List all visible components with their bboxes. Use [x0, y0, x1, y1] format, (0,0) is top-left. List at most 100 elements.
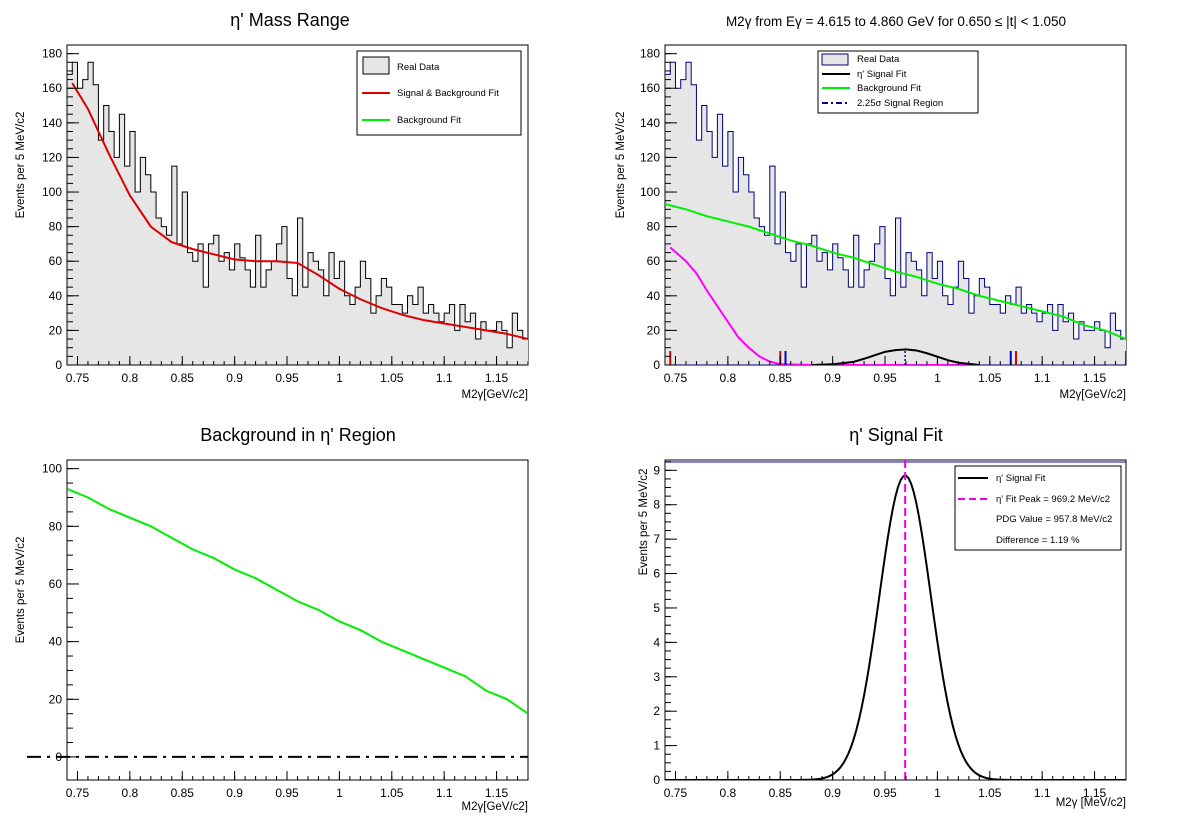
x-tick-label: 0.95 [275, 371, 299, 385]
legend-label-peak: η' Fit Peak = 969.2 MeV/c2 [996, 494, 1110, 505]
x-tick-label: 1.05 [978, 786, 1002, 800]
axes: 0.750.80.850.90.9511.051.11.150204060801… [42, 462, 529, 800]
y-axis-label: Events per 5 MeV/c2 [638, 469, 650, 576]
plot-frame [66, 459, 529, 781]
x-tick-label: 0.8 [720, 371, 737, 385]
panel-background-region: Background in η' Region 0.75 0.8 0.85 0.9 0.… [15, 425, 529, 813]
legend-label-signal: η' Signal Fit [996, 473, 1046, 484]
sideband-line [669, 246, 980, 365]
y-tick-label: 160 [42, 81, 62, 95]
panel-2-title: M2γ from Eγ = 4.615 to 4.860 GeV for 0.6… [726, 14, 1066, 29]
y-tick-label: 60 [49, 254, 63, 268]
y-tick-label: 2 [653, 704, 660, 718]
y-axis-label: Events per 5 MeV/c2 [15, 537, 27, 644]
x-axis-label: M2γ[GeV/c2] [462, 801, 528, 813]
panel-signal-region: M2γ from Eγ = 4.615 to 4.860 GeV for 0.6… [615, 14, 1127, 401]
x-tick-label: 0.95 [873, 786, 897, 800]
legend-label-region: 2.25σ Signal Region [857, 98, 943, 109]
signal-fit-line [811, 348, 980, 365]
legend-swatch-data [821, 53, 849, 66]
legend-label-data: Real Data [397, 62, 440, 73]
legend: η' Signal Fit η' Fit Peak = 969.2 MeV/c2… [954, 465, 1122, 551]
x-tick-label: 0.75 [664, 786, 688, 800]
y-tick-label: 140 [42, 116, 62, 130]
y-axis-label: Events per 5 MeV/c2 [615, 112, 627, 219]
y-tick-label: 80 [49, 220, 63, 234]
y-tick-label: 20 [49, 692, 63, 706]
panel-mass-range: η' Mass Range 0.75 0.8 0.85 0.9 0.95 1 1.05 1.1… [15, 10, 529, 401]
x-tick-label: 1 [934, 371, 941, 385]
x-tick-label: 1 [934, 786, 941, 800]
x-tick-label: 1.1 [1034, 371, 1051, 385]
y-tick-label: 40 [49, 635, 63, 649]
plot-area [67, 487, 528, 715]
y-tick-label: 120 [42, 150, 62, 164]
y-tick-label: 180 [42, 47, 62, 61]
x-tick-label: 0.75 [664, 371, 688, 385]
background-fit-line [67, 487, 528, 715]
legend-label-signal: η' Signal Fit [857, 69, 907, 80]
legend: Real Data η' Signal Fit Background Fit 2… [817, 50, 979, 114]
y-tick-label: 1 [653, 739, 660, 753]
panel-signal-fit: η' Signal Fit 0.75 0.8 0.85 0.9 0.95 1 1.05 1.1… [638, 425, 1127, 809]
x-tick-label: 1 [336, 371, 343, 385]
y-tick-label: 140 [640, 116, 660, 130]
x-tick-label: 0.95 [275, 786, 299, 800]
x-tick-label: 0.8 [122, 786, 139, 800]
y-tick-label: 3 [653, 670, 660, 684]
x-tick-label: 1.15 [485, 786, 509, 800]
y-tick-label: 80 [49, 519, 63, 533]
y-tick-label: 20 [49, 323, 63, 337]
y-tick-label: 7 [653, 532, 660, 546]
panel-4-title: η' Signal Fit [849, 425, 942, 445]
y-tick-label: 0 [653, 358, 660, 372]
y-axis-label: Events per 5 MeV/c2 [15, 112, 27, 219]
x-tick-label: 0.75 [66, 371, 90, 385]
legend-label-difference: Difference = 1.19 % [996, 535, 1080, 546]
y-tick-label: 100 [42, 462, 62, 476]
x-tick-label: 0.95 [873, 371, 897, 385]
y-tick-label: 5 [653, 601, 660, 615]
legend-label-background: Background Fit [397, 115, 461, 126]
y-tick-label: 20 [647, 323, 661, 337]
total-fit-line [71, 82, 528, 341]
x-tick-label: 0.9 [824, 371, 841, 385]
x-tick-label: 1.05 [380, 371, 404, 385]
data-histogram [67, 61, 528, 365]
panel-1-title: η' Mass Range [230, 10, 350, 30]
x-tick-label: 0.85 [171, 371, 195, 385]
x-tick-label: 1.1 [436, 371, 453, 385]
y-tick-label: 0 [653, 773, 660, 787]
x-tick-label: 1.15 [1083, 786, 1107, 800]
y-tick-label: 40 [49, 289, 63, 303]
x-tick-label: 1.1 [436, 786, 453, 800]
x-tick-label: 1.05 [978, 371, 1002, 385]
y-tick-label: 0 [55, 358, 62, 372]
y-tick-label: 40 [647, 289, 661, 303]
y-tick-label: 9 [653, 463, 660, 477]
y-tick-label: 100 [42, 185, 62, 199]
y-tick-label: 60 [49, 577, 63, 591]
x-axis-label: M2γ[GeV/c2] [462, 389, 528, 401]
legend-label-data: Real Data [857, 54, 900, 65]
panel-3-title: Background in η' Region [200, 425, 396, 445]
x-tick-label: 0.8 [122, 371, 139, 385]
x-axis-label: M2γ [MeV/c2] [1056, 797, 1126, 809]
x-tick-label: 0.85 [171, 786, 195, 800]
axes: 0.75 0.8 0.85 0.9 0.95 1 1.05 1.1 1.15 0 1 2 3 4 5 6 7 8 9 [653, 461, 1127, 800]
x-tick-label: 0.9 [226, 786, 243, 800]
legend-swatch-data [362, 56, 390, 75]
signal-fit-line [665, 474, 1126, 780]
x-axis-label: M2γ[GeV/c2] [1060, 389, 1126, 401]
y-tick-label: 80 [647, 220, 661, 234]
plot-area [665, 460, 1126, 780]
plot-area [67, 61, 528, 365]
legend-label-total-fit: Signal & Background Fit [397, 88, 499, 99]
y-tick-label: 120 [640, 150, 660, 164]
x-tick-label: 1.15 [1083, 371, 1107, 385]
x-tick-label: 1.05 [380, 786, 404, 800]
legend-label-pdg: PDG Value = 957.8 MeV/c2 [996, 514, 1112, 525]
